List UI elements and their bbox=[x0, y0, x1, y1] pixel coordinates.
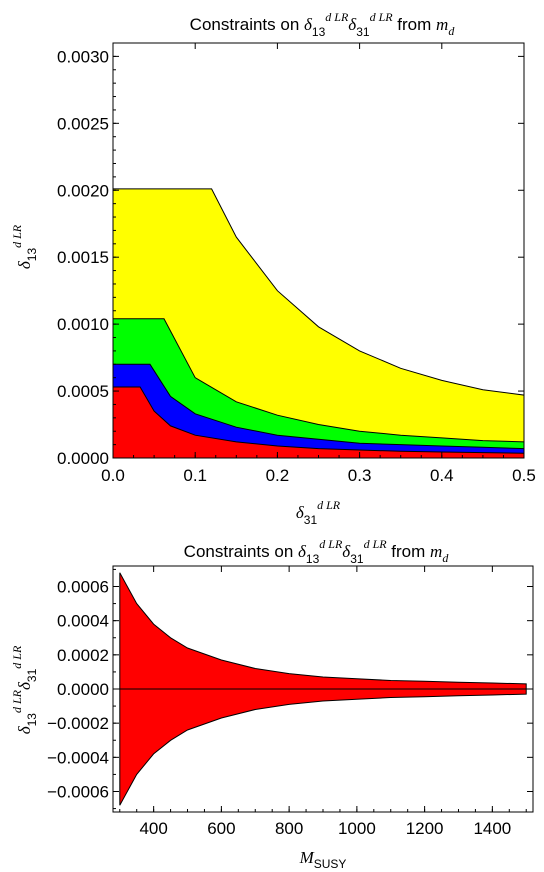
chart1-y-tick-label: 0.0010 bbox=[57, 315, 109, 334]
chart2-x-tick-label: 1400 bbox=[473, 819, 511, 838]
chart1-ticks: 0.0 0.1 0.2 0.3 0.4 0.5 0.0000 0.0005 0.0010 0.00… bbox=[57, 42, 536, 485]
chart1-area-4 bbox=[112, 386, 525, 459]
chart1-x-axis-label: δ31d LR bbox=[296, 498, 341, 527]
chart2-ticks: 400 600 800 1000 1200 1400 −0.0006 −0.0004 −0.00… bbox=[47, 566, 533, 838]
chart2-y-axis-label: δ13d LRδ31d LR bbox=[10, 645, 39, 734]
chart1-x-tick-label: 0.4 bbox=[430, 466, 454, 485]
chart2-y-tick-label: −0.0004 bbox=[47, 748, 109, 767]
chart2-y-tick-label: 0.0000 bbox=[57, 680, 109, 699]
chart1-y-tick-label: 0.0015 bbox=[57, 248, 109, 267]
chart2-y-tick-label: 0.0006 bbox=[57, 578, 109, 597]
chart1-y-axis-label: δ13d LR bbox=[10, 224, 39, 269]
chart1-area-series bbox=[112, 188, 525, 459]
chart2-y-tick-label: 0.0002 bbox=[57, 646, 109, 665]
chart1-y-tick-label: 0.0025 bbox=[57, 114, 109, 133]
chart2-y-tick-label: 0.0004 bbox=[57, 612, 109, 631]
chart1-x-tick-label: 0.2 bbox=[266, 466, 290, 485]
chart1-x-tick-label: 0.0 bbox=[101, 466, 125, 485]
chart1-area-3 bbox=[112, 363, 525, 459]
chart1-y-tick-label: 0.0000 bbox=[57, 449, 109, 468]
chart1-y-tick-label: 0.0030 bbox=[57, 47, 109, 66]
chart2-x-tick-label: 1000 bbox=[338, 819, 376, 838]
chart1-x-tick-label: 0.1 bbox=[183, 466, 207, 485]
chart2-x-tick-label: 400 bbox=[139, 819, 167, 838]
chart2-x-axis-label: MSUSY bbox=[299, 848, 347, 871]
chart2-title: Constraints on δ13d LRδ31d LR from md bbox=[184, 537, 450, 566]
chart1-title: Constraints on δ13d LRδ31d LR from md bbox=[190, 10, 456, 39]
chart1-x-tick-label: 0.3 bbox=[348, 466, 372, 485]
chart2-x-tick-label: 800 bbox=[275, 819, 303, 838]
chart1-y-tick-label: 0.0005 bbox=[57, 382, 109, 401]
chart-constraints-delta13-vs-delta31: Constraints on δ13d LRδ31d LR from md 0.… bbox=[10, 10, 536, 527]
chart1-y-tick-label: 0.0020 bbox=[57, 181, 109, 200]
chart2-y-tick-label: −0.0002 bbox=[47, 714, 109, 733]
chart2-y-tick-label: −0.0006 bbox=[47, 783, 109, 802]
chart1-x-tick-label: 0.5 bbox=[512, 466, 536, 485]
chart-constraints-product-vs-msusy: Constraints on δ13d LRδ31d LR from md 40… bbox=[10, 537, 534, 871]
chart2-x-tick-label: 600 bbox=[207, 819, 235, 838]
chart2-x-tick-label: 1200 bbox=[406, 819, 444, 838]
